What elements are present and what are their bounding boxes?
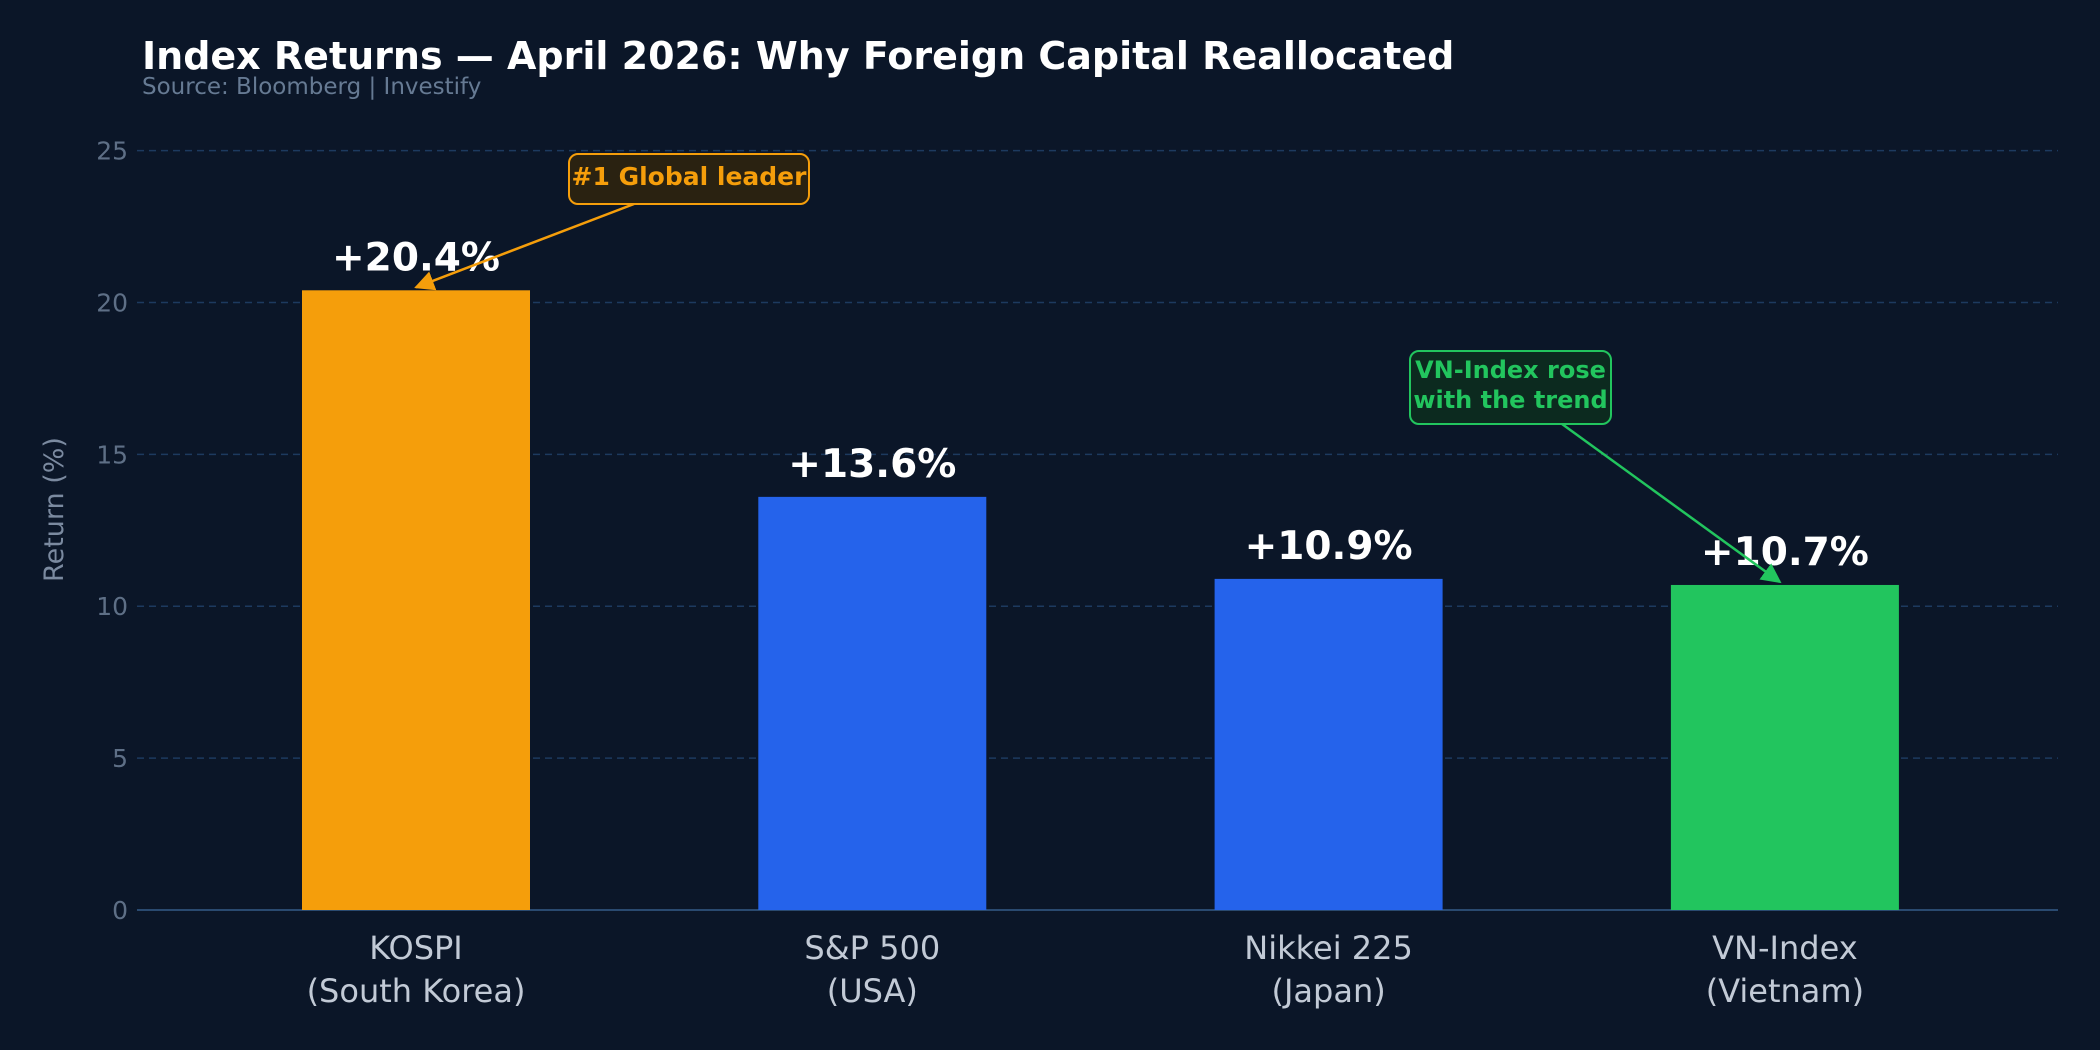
category-label: (Japan): [1271, 972, 1385, 1010]
category-label: (South Korea): [307, 972, 526, 1010]
value-label: +20.4%: [332, 235, 500, 280]
annotation-text: VN-Index rose: [1415, 356, 1606, 384]
annotation-text: with the trend: [1413, 386, 1607, 414]
annotation-box: [1409, 350, 1612, 425]
annotation-text: #1 Global leader: [572, 162, 808, 191]
y-tick-label: 20: [96, 288, 128, 317]
value-label: +10.9%: [1245, 524, 1413, 569]
y-tick-label: 25: [96, 137, 128, 166]
y-axis-title: Return (%): [39, 437, 70, 582]
bar-0: [302, 290, 530, 910]
category-label: KOSPI: [369, 929, 462, 967]
bars: [302, 290, 1899, 910]
value-label: +13.6%: [788, 442, 956, 487]
bar-1: [758, 496, 987, 910]
bar-2: [1214, 578, 1443, 910]
category-label: Nikkei 225: [1244, 929, 1413, 967]
y-tick-label: 0: [112, 896, 128, 925]
chart-title: Index Returns — April 2026: Why Foreign …: [142, 34, 1455, 78]
category-label: (USA): [827, 972, 918, 1010]
chart-subtitle: Source: Bloomberg | Investify: [142, 74, 482, 100]
annotation-box: [568, 153, 810, 205]
y-tick-label: 15: [96, 440, 128, 469]
annotation-arrow: [1561, 422, 1782, 584]
bar-3: [1670, 584, 1899, 910]
category-label: S&P 500: [804, 929, 940, 967]
value-label: +10.7%: [1701, 530, 1869, 575]
category-label: VN-Index: [1712, 929, 1857, 967]
annotation-arrow: [414, 202, 635, 291]
category-label: (Vietnam): [1706, 972, 1864, 1010]
y-tick-label: 5: [112, 744, 128, 773]
y-tick-label: 10: [96, 592, 128, 621]
